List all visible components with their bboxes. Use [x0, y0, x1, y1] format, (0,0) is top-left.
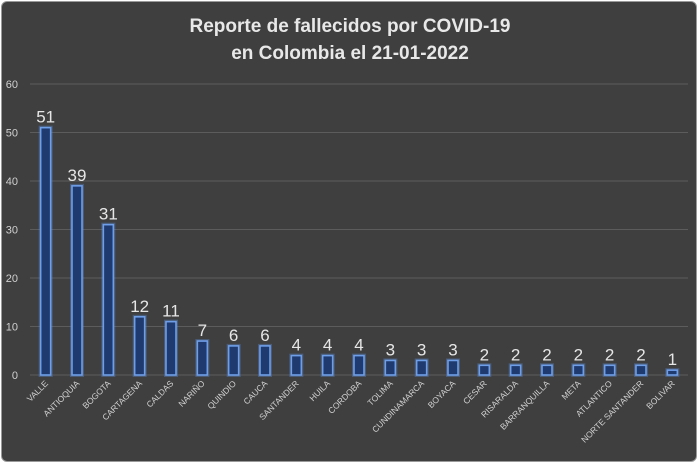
bar [227, 345, 240, 376]
bar [259, 345, 271, 376]
x-tick-label: BOGOTA [80, 378, 113, 411]
x-tick-label: TOLIMA [365, 378, 395, 408]
bar [478, 364, 491, 376]
data-label: 4 [292, 336, 301, 355]
data-label: 51 [36, 108, 55, 127]
data-label: 31 [99, 205, 118, 224]
data-label: 3 [448, 340, 457, 359]
data-label: 2 [574, 345, 583, 364]
bar [635, 364, 647, 376]
bar [39, 126, 52, 376]
bar [71, 185, 83, 376]
bar [415, 359, 428, 376]
bar [384, 359, 397, 376]
y-tick-label: 0 [12, 370, 18, 382]
data-label: 3 [386, 340, 395, 359]
x-tick-label: CESAR [461, 378, 489, 406]
y-tick-label: 50 [6, 128, 18, 140]
data-label: 3 [417, 340, 426, 359]
data-label: 11 [162, 302, 180, 321]
y-tick-label: 20 [6, 273, 18, 285]
data-label: 6 [229, 326, 238, 345]
x-tick-label: META [559, 378, 583, 402]
bar [165, 320, 177, 376]
data-label: 39 [68, 166, 87, 185]
bar [447, 359, 459, 376]
chart-title-line2: en Colombia el 21-01-2022 [231, 43, 469, 64]
y-tick-label: 10 [6, 322, 18, 334]
x-tick-label: BOYACA [426, 378, 458, 410]
data-labels: 51 39 31 12 11 7 6 6 4 4 4 3 3 3 2 2 2 2 2 2 1 [36, 108, 677, 369]
data-label: 4 [323, 336, 332, 355]
x-tick-label: NARIÑO [176, 378, 207, 409]
data-label: 2 [511, 345, 520, 364]
x-tick-label: CORDOBA [326, 378, 364, 416]
y-tick-label: 40 [6, 176, 18, 188]
data-label: 4 [354, 336, 363, 355]
bar [290, 354, 303, 376]
y-axis-ticks: 0 10 20 30 40 50 60 [6, 79, 18, 382]
bars [38, 125, 680, 378]
y-tick-label: 60 [6, 79, 18, 91]
bar [102, 223, 115, 376]
data-label: 7 [198, 321, 207, 340]
bar [353, 354, 365, 376]
data-label: 2 [542, 345, 551, 364]
bar [321, 354, 334, 376]
x-tick-label: QUINDIO [205, 378, 238, 411]
data-label: 2 [605, 345, 614, 364]
bar [603, 364, 616, 376]
bar [133, 315, 146, 376]
x-tick-label: HUILA [307, 378, 332, 403]
chart-title-line1: Reporte de fallecidos por COVID-19 [190, 16, 511, 37]
data-label: 1 [668, 350, 677, 369]
x-tick-label: BOLIVAR [644, 378, 677, 411]
x-tick-label: CALDAS [144, 378, 175, 409]
grid-lines [30, 83, 688, 376]
bar [666, 369, 679, 376]
bar [572, 364, 585, 376]
y-tick-label: 30 [6, 225, 18, 237]
bar [509, 364, 522, 376]
bar [541, 364, 553, 376]
bar [196, 340, 209, 376]
x-tick-label: CAUCA [241, 378, 269, 406]
data-label: 2 [636, 345, 645, 364]
x-tick-label: VALLE [25, 378, 51, 404]
data-label: 2 [480, 345, 489, 364]
x-tick-label: NORTE SANTANDER [579, 378, 645, 444]
data-label: 6 [260, 326, 269, 345]
data-label: 12 [130, 297, 149, 316]
